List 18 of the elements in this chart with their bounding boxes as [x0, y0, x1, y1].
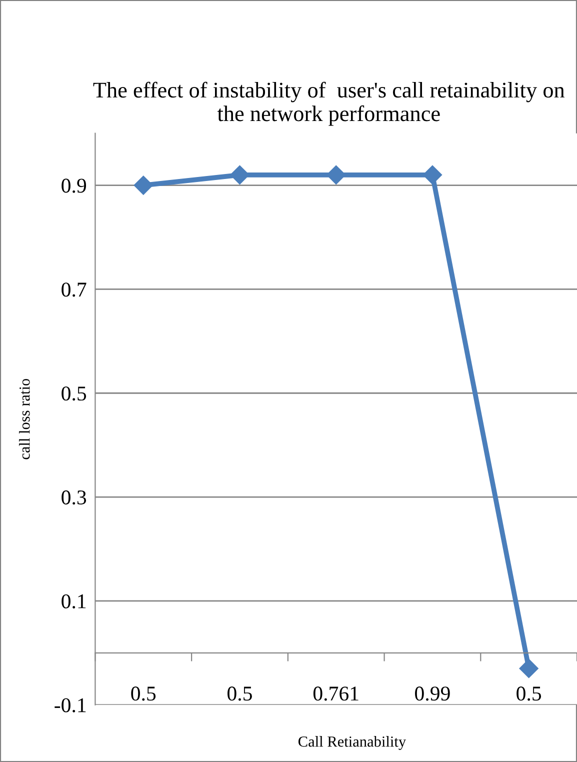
y-tick-label: 0.5 [62, 386, 86, 401]
x-tick-label: 0.99 [415, 686, 450, 701]
x-tick-label: 0.5 [516, 686, 542, 701]
point [134, 176, 153, 195]
x-tick-label: 0.5 [131, 686, 156, 701]
chart-title: The effect of instability of user's call retainability on the network performance [93, 82, 565, 126]
point [230, 165, 250, 184]
y-tick-label: 0.3 [62, 490, 86, 505]
x-axis-title: Call Retianability [298, 736, 406, 750]
point [519, 658, 538, 678]
y-tick-label: 0.1 [62, 594, 86, 608]
point [326, 165, 346, 184]
y-axis-title: call loss ratio [19, 378, 30, 460]
x-tick-label: 0.761 [313, 686, 358, 701]
y-tick-label: 0.7 [62, 282, 86, 297]
x-tick-label: 0.5 [228, 686, 252, 701]
y-tick-label: -0.1 [54, 698, 86, 712]
y-tick-label: 0.9 [62, 178, 86, 193]
